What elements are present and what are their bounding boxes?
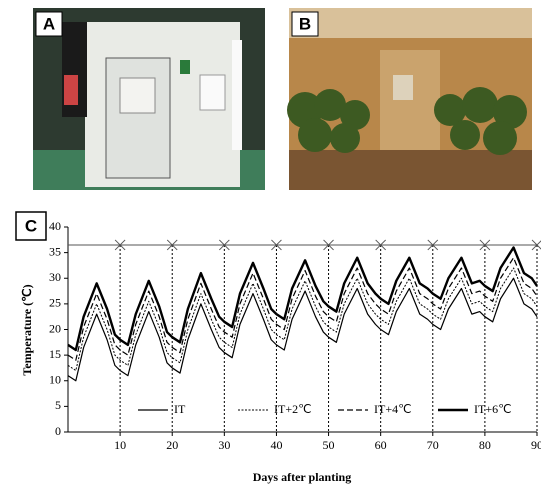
x-tick-label: 90 — [531, 438, 541, 452]
x-axis-label: Days after planting — [253, 470, 351, 484]
y-axis-label: Temperature (℃) — [20, 284, 34, 375]
legend-label: IT+4℃ — [374, 402, 412, 416]
x-tick-label: 60 — [375, 438, 387, 452]
period-marker — [218, 239, 230, 251]
panel-label: A — [43, 14, 55, 33]
period-marker — [271, 239, 282, 251]
photo-b: B — [287, 8, 532, 190]
series-line — [67, 257, 538, 361]
x-tick-label: 50 — [323, 438, 335, 452]
legend-label: IT+2℃ — [274, 402, 312, 416]
x-tick-label: 70 — [427, 438, 439, 452]
series-line — [67, 277, 538, 382]
x-tick-label: 80 — [479, 438, 491, 452]
y-tick-label: 25 — [49, 296, 61, 310]
photo-a: A — [33, 8, 265, 190]
period-marker — [375, 239, 387, 251]
panel-label: C — [25, 216, 37, 235]
legend-label: IT — [174, 402, 186, 416]
period-marker — [114, 239, 126, 251]
y-tick-label: 30 — [49, 270, 61, 284]
period-marker — [323, 239, 334, 251]
period-marker — [531, 239, 541, 251]
y-tick-label: 15 — [49, 347, 61, 361]
y-tick-label: 20 — [49, 321, 61, 335]
period-marker — [427, 239, 439, 251]
y-tick-label: 10 — [49, 373, 61, 387]
y-tick-label: 35 — [49, 244, 61, 258]
panel-label-box — [15, 211, 47, 241]
x-tick-label: 30 — [218, 438, 230, 452]
series-line — [67, 267, 538, 371]
y-tick-label: 0 — [55, 424, 61, 438]
y-tick-label: 5 — [55, 398, 61, 412]
x-tick-label: 20 — [166, 438, 178, 452]
y-tick-label: 40 — [49, 219, 61, 233]
period-marker — [166, 239, 178, 251]
x-tick-label: 40 — [270, 438, 282, 452]
x-tick-label: 10 — [114, 438, 126, 452]
legend-label: IT+6℃ — [474, 402, 512, 416]
panel-label: B — [299, 14, 311, 33]
series-line — [67, 246, 538, 352]
period-marker — [479, 239, 491, 251]
